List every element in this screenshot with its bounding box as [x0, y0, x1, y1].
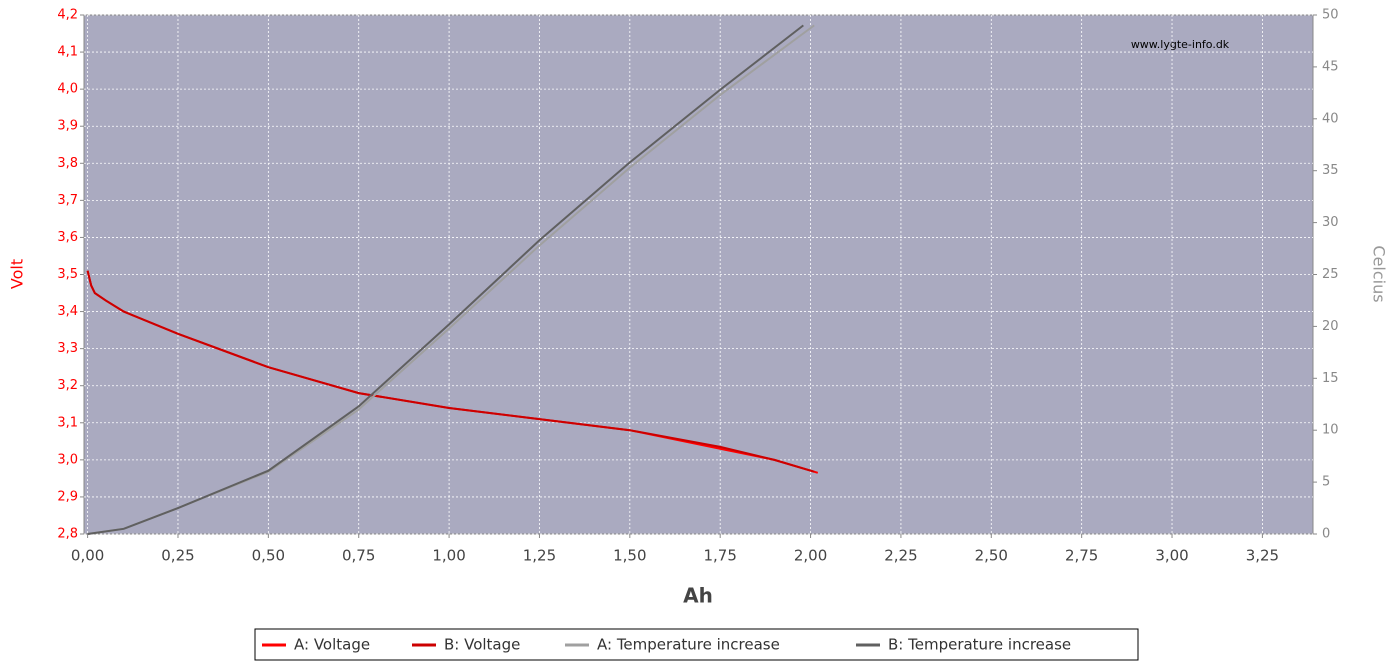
legend-label: B: Temperature increase: [888, 636, 1071, 654]
y-tick-label: 3,5: [57, 267, 78, 282]
series-line: [87, 24, 804, 535]
x-tick-label: 0,00: [71, 547, 104, 565]
y2-tick-label: 25: [1322, 267, 1339, 282]
watermark: www.lygte-info.dk: [1131, 38, 1230, 51]
y2-tick-label: 40: [1322, 111, 1339, 126]
x-axis-label: Ah: [683, 584, 713, 608]
y-tick-label: 4,1: [57, 45, 78, 60]
x-tick-label: 2,00: [794, 547, 827, 565]
y2-tick-label: 20: [1322, 319, 1339, 334]
x-tick-label: 1,25: [523, 547, 556, 565]
x-tick-label: 0,50: [252, 547, 285, 565]
x-tick-label: 1,75: [703, 547, 736, 565]
y-tick-label: 3,9: [57, 119, 78, 134]
y-tick-label: 3,0: [57, 452, 78, 467]
x-tick-label: 1,00: [432, 547, 465, 565]
y2-axis-label: Celcius: [1370, 245, 1389, 302]
y2-tick-label: 45: [1322, 59, 1339, 74]
y2-tick-label: 50: [1322, 8, 1339, 23]
y-tick-label: 3,6: [57, 230, 78, 245]
x-tick-label: 3,25: [1246, 547, 1279, 565]
y2-tick-label: 15: [1322, 371, 1339, 386]
y-tick-label: 2,8: [57, 527, 78, 542]
y2-tick-label: 0: [1322, 527, 1330, 542]
y2-tick-label: 30: [1322, 215, 1339, 230]
legend-label: A: Temperature increase: [597, 636, 780, 654]
x-tick-label: 2,75: [1065, 547, 1098, 565]
y-tick-label: 3,2: [57, 378, 78, 393]
y-axis-label: Volt: [8, 259, 27, 289]
x-tick-label: 0,75: [342, 547, 375, 565]
y-tick-label: 3,3: [57, 341, 78, 356]
x-tick-label: 2,25: [884, 547, 917, 565]
x-tick-label: 3,00: [1155, 547, 1188, 565]
y-tick-label: 4,2: [57, 8, 78, 23]
x-tick-label: 0,25: [161, 547, 194, 565]
y2-tick-label: 35: [1322, 163, 1339, 178]
y2-tick-label: 5: [1322, 475, 1330, 490]
y-tick-label: 3,1: [57, 415, 78, 430]
x-tick-label: 2,50: [975, 547, 1008, 565]
y-tick-label: 3,8: [57, 156, 78, 171]
y-tick-label: 3,7: [57, 193, 78, 208]
legend-label: A: Voltage: [294, 636, 370, 654]
y2-tick-label: 10: [1322, 423, 1339, 438]
y-tick-label: 3,4: [57, 304, 78, 319]
y-tick-label: 2,9: [57, 489, 78, 504]
series-line: [86, 270, 815, 473]
legend-label: B: Voltage: [444, 636, 520, 654]
y-tick-label: 4,0: [57, 82, 78, 97]
legend: [254, 628, 1139, 661]
x-tick-label: 1,50: [613, 547, 646, 565]
